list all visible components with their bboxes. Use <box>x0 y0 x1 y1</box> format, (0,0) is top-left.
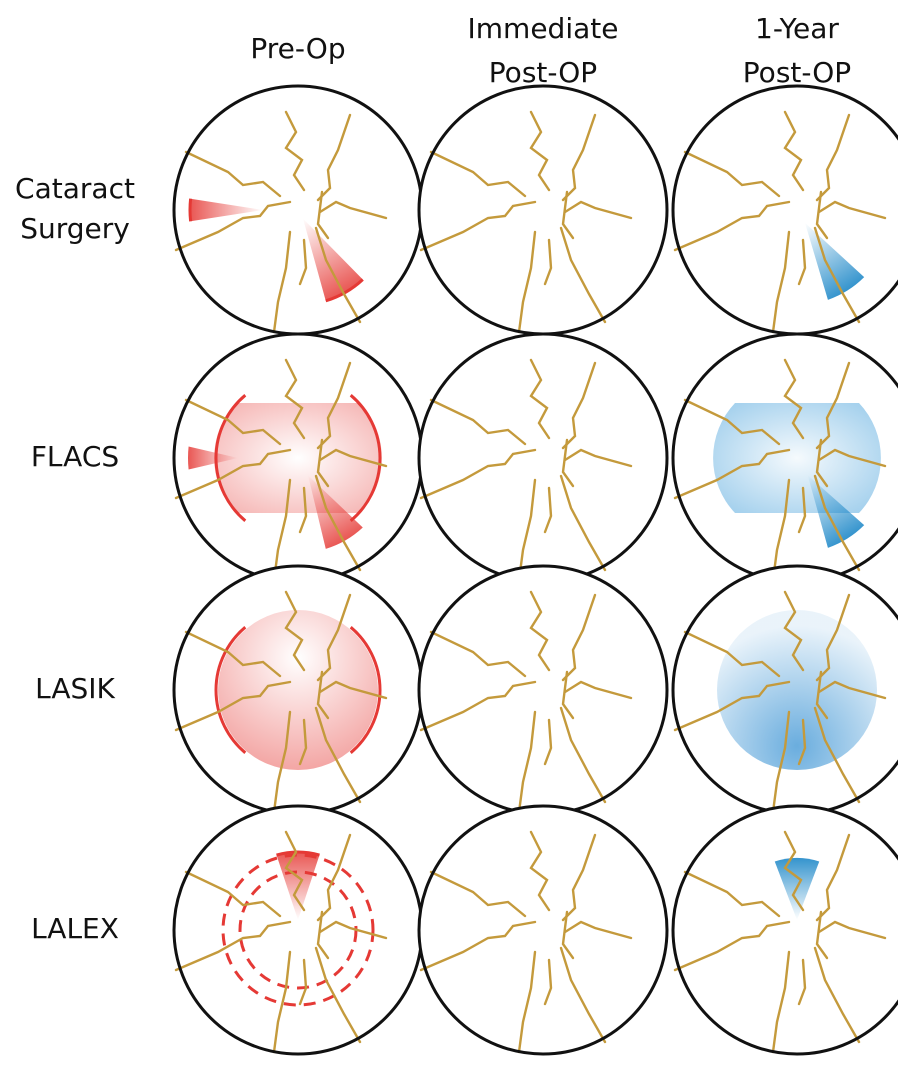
eye-cell <box>673 86 898 334</box>
eye-cell <box>419 806 667 1054</box>
eye-cell <box>174 566 422 814</box>
column-header: Pre-Op <box>250 32 345 65</box>
eye-cell <box>673 566 898 814</box>
eye-cell <box>174 806 422 1054</box>
eye-cell <box>673 806 898 1054</box>
row-label: Surgery <box>20 212 130 245</box>
eye-cell <box>673 334 898 582</box>
column-header: Post-OP <box>743 56 851 89</box>
row-label: LALEX <box>31 912 119 945</box>
page: {"columns": [{"lines": ["Pre-Op"]}, {"li… <box>0 0 898 1063</box>
wedge-edge <box>190 199 191 222</box>
column-header: Post-OP <box>489 56 597 89</box>
eye-cell <box>419 566 667 814</box>
row-label: FLACS <box>31 440 119 473</box>
column-header: Immediate <box>468 12 619 45</box>
figure: Pre-Op Immediate Post-OP 1-Year Post-OP Catar… <box>0 0 898 1063</box>
eye-cell <box>174 334 422 582</box>
eye-cell <box>419 86 667 334</box>
column-header: 1-Year <box>755 12 839 45</box>
row-label: LASIK <box>35 672 115 705</box>
row-label: Cataract <box>15 172 135 205</box>
eye-cell <box>174 86 422 334</box>
eye-cell <box>419 334 667 582</box>
